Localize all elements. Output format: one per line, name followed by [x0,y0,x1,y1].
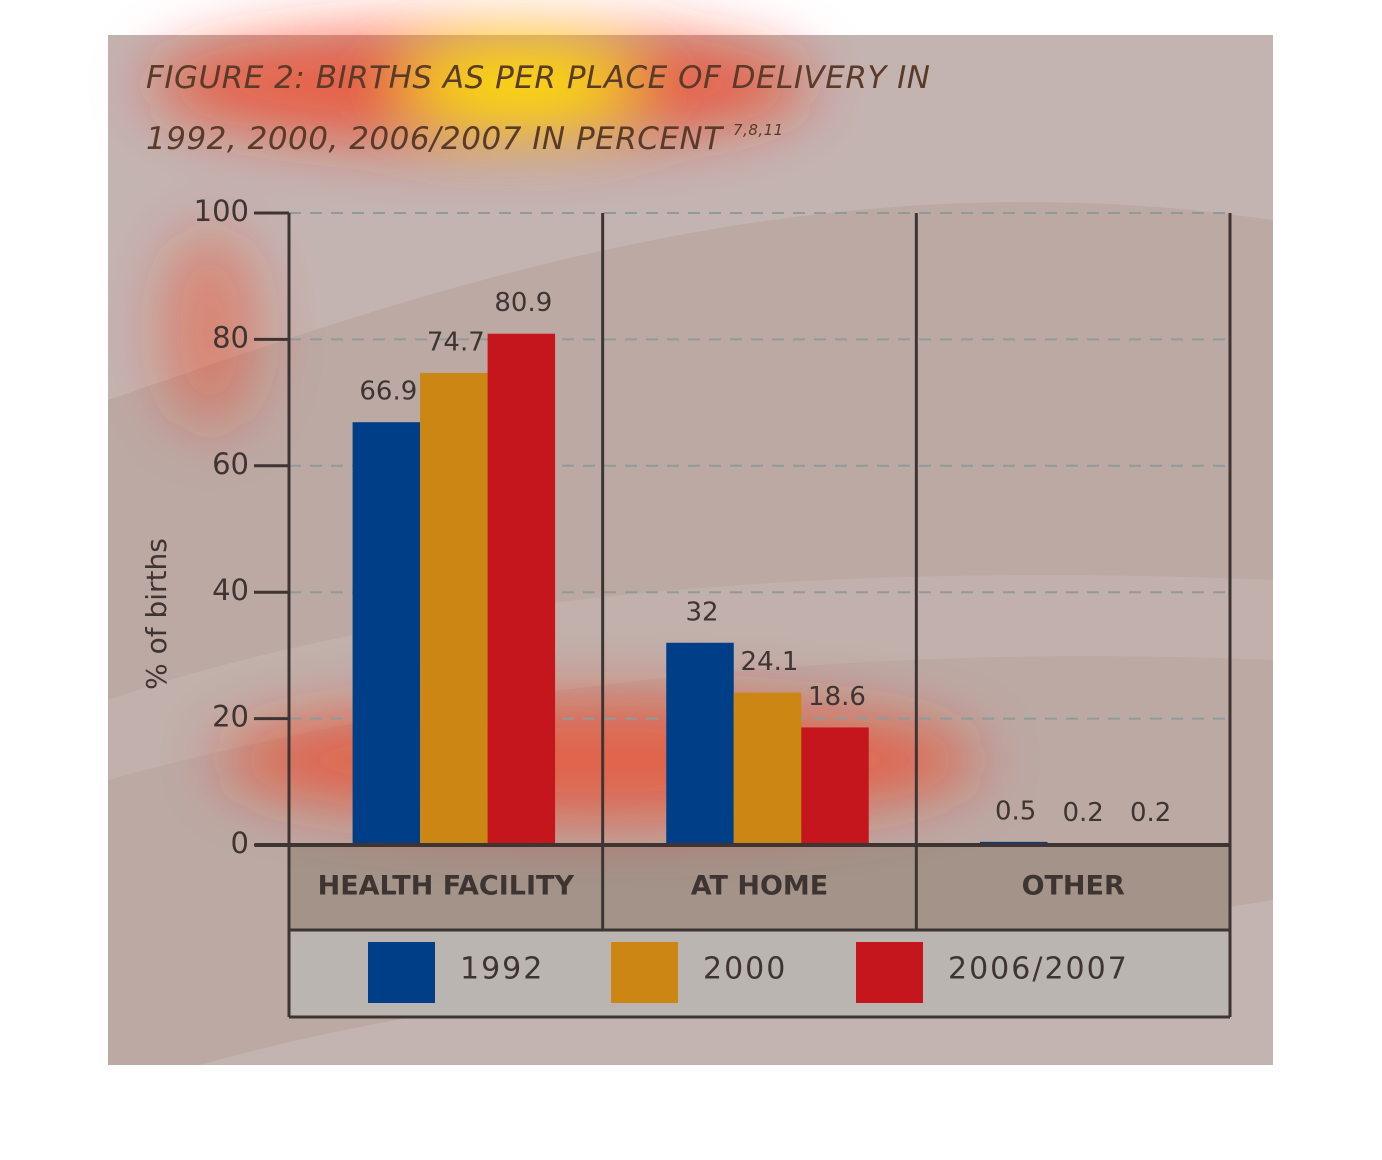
y-tick-label: 80 [212,320,249,354]
value-label: 18.6 [808,682,866,712]
x-tick-label: OTHER [1022,871,1125,902]
bar [487,333,556,845]
bar [352,422,421,845]
value-label: 0.5 [995,796,1036,826]
value-label: 74.7 [427,327,485,357]
bar [666,642,734,845]
legend-swatch [856,942,923,1003]
y-tick-label: 0 [231,826,249,860]
legend-band [289,930,1230,1017]
bar [420,372,488,845]
value-label: 24.1 [741,647,799,677]
legend-label: 2006/2007 [948,952,1129,987]
y-tick-label: 40 [212,573,249,607]
legend-label: 2000 [703,952,787,987]
y-tick-label: 20 [212,700,249,734]
y-axis-label: % of births [140,538,173,690]
value-label: 0.2 [1130,798,1171,828]
bar [801,727,869,845]
legend-swatch [611,942,678,1003]
value-label: 80.9 [494,288,552,318]
y-tick-label: 100 [194,194,249,228]
y-tick-label: 60 [212,447,249,481]
legend-swatch [368,942,435,1003]
legend-label: 1992 [460,952,544,987]
title-superscript: 7,8,11 [733,121,784,139]
value-label: 0.2 [1062,798,1103,828]
value-label: 32 [685,597,718,627]
title-text: FIGURE 2: BIRTHS AS PER PLACE OF DELIVER… [146,60,931,157]
bar [733,692,802,845]
value-label: 66.9 [359,377,417,407]
chart-title: FIGURE 2: BIRTHS AS PER PLACE OF DELIVER… [146,52,1006,165]
x-tick-label: AT HOME [691,871,828,902]
category-band [289,845,1230,930]
x-tick-label: HEALTH FACILITY [318,871,575,902]
